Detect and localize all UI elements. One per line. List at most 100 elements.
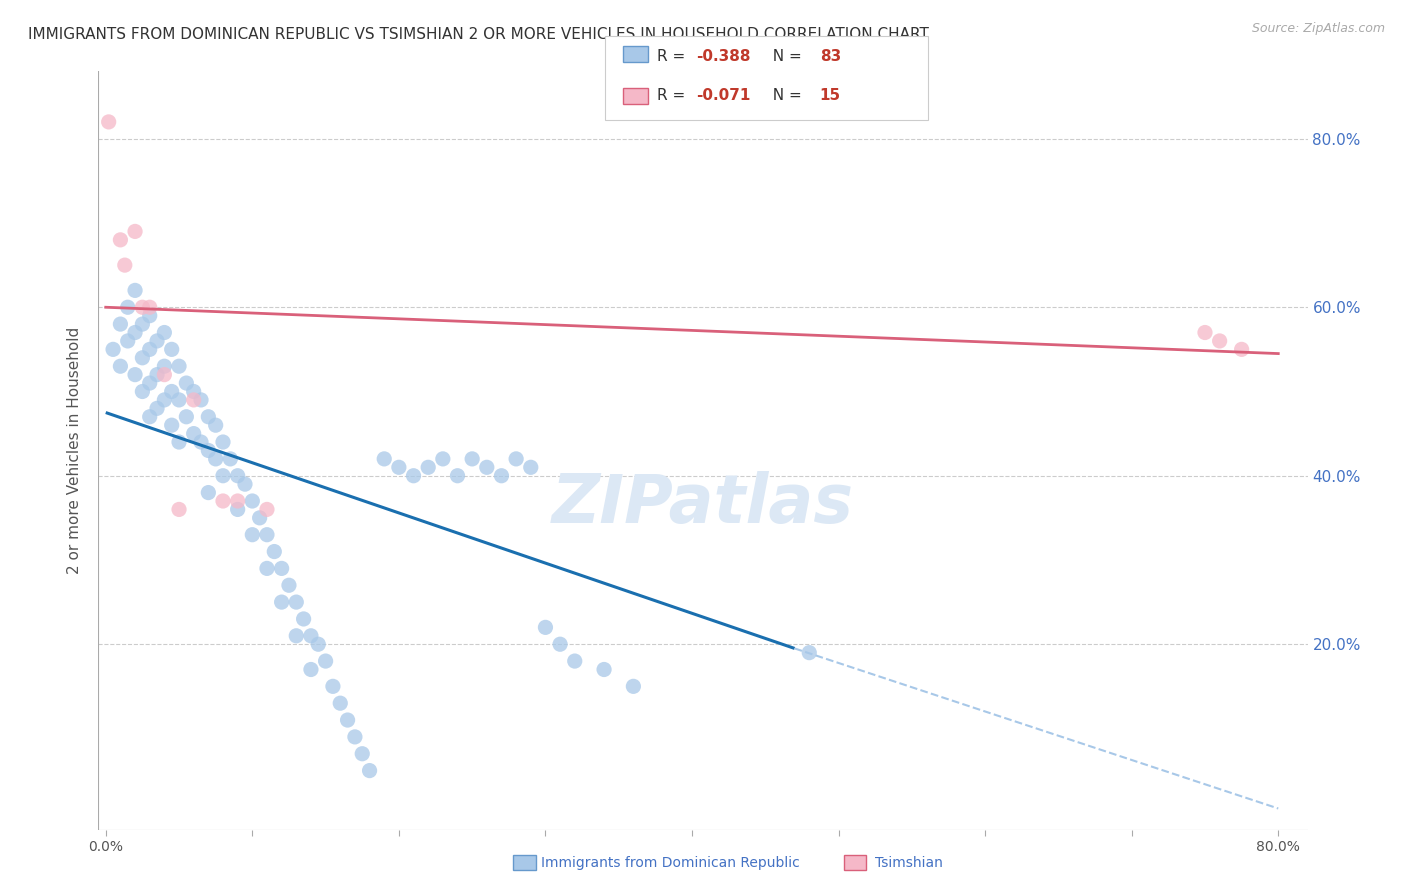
Point (131, 317, 153, 331)
Point (124, 368, 146, 382)
Point (131, 300, 153, 314)
Point (101, 343, 124, 357)
Point (197, 485, 219, 500)
Point (475, 460, 498, 475)
Text: N =: N = (763, 88, 807, 103)
Point (124, 326, 146, 340)
Point (299, 663, 322, 677)
Point (146, 401, 169, 416)
Point (114, 258, 136, 272)
Point (138, 376, 160, 390)
Point (491, 468, 513, 483)
Point (270, 561, 292, 575)
Y-axis label: 2 or more Vehicles in Household: 2 or more Vehicles in Household (67, 326, 83, 574)
Point (256, 502, 278, 516)
Point (124, 284, 146, 298)
Point (446, 468, 468, 483)
Point (593, 663, 616, 677)
Text: Immigrants from Dominican Republic: Immigrants from Dominican Republic (541, 855, 800, 870)
Point (402, 468, 425, 483)
Point (418, 460, 440, 475)
Point (138, 343, 160, 357)
Point (322, 679, 344, 693)
Point (278, 578, 301, 592)
Point (146, 334, 169, 348)
Point (167, 359, 190, 374)
Point (204, 451, 226, 466)
Point (212, 468, 235, 483)
Point (97, 115, 120, 129)
Point (183, 426, 205, 441)
Text: -0.388: -0.388 (696, 49, 751, 63)
Point (461, 451, 484, 466)
Point (131, 384, 153, 399)
Point (197, 409, 219, 424)
Text: R =: R = (657, 49, 690, 63)
Point (131, 351, 153, 365)
Point (124, 224, 146, 238)
Point (270, 595, 292, 609)
Point (226, 502, 249, 516)
Point (183, 392, 205, 407)
Point (307, 637, 329, 651)
Point (138, 300, 160, 314)
Point (226, 494, 249, 508)
Point (167, 435, 190, 450)
Point (388, 460, 411, 475)
Point (219, 451, 242, 466)
Point (249, 511, 271, 525)
Point (226, 468, 249, 483)
Point (1208, 334, 1230, 348)
Point (197, 443, 219, 458)
Point (240, 527, 263, 541)
Point (183, 384, 205, 399)
Point (110, 359, 132, 374)
Point (117, 334, 139, 348)
Text: 83: 83 (820, 49, 841, 63)
Text: -0.071: -0.071 (696, 88, 751, 103)
Point (204, 418, 226, 433)
Point (190, 392, 212, 407)
Point (329, 696, 352, 710)
Point (153, 326, 176, 340)
Point (548, 637, 571, 651)
Point (336, 713, 359, 727)
Point (117, 300, 139, 314)
Text: N =: N = (763, 49, 807, 63)
Point (315, 654, 337, 668)
Point (359, 764, 381, 778)
Text: 15: 15 (820, 88, 841, 103)
Point (190, 435, 212, 450)
Point (799, 646, 821, 660)
Point (153, 392, 176, 407)
Point (240, 494, 263, 508)
Point (1230, 343, 1253, 357)
Point (138, 409, 160, 424)
Point (534, 620, 557, 634)
Point (256, 561, 278, 575)
Text: IMMIGRANTS FROM DOMINICAN REPUBLIC VS TSIMSHIAN 2 OR MORE VEHICLES IN HOUSEHOLD : IMMIGRANTS FROM DOMINICAN REPUBLIC VS TS… (28, 27, 929, 42)
Point (256, 527, 278, 541)
Point (285, 595, 308, 609)
Text: R =: R = (657, 88, 690, 103)
Point (432, 451, 454, 466)
Point (176, 376, 198, 390)
Point (110, 233, 132, 247)
Point (160, 343, 183, 357)
Point (233, 477, 256, 491)
Point (212, 494, 235, 508)
Point (520, 460, 543, 475)
Point (352, 747, 374, 761)
Text: ZIPatlas: ZIPatlas (553, 471, 853, 536)
Point (505, 451, 527, 466)
Point (146, 368, 169, 382)
Point (138, 309, 160, 323)
Text: Source: ZipAtlas.com: Source: ZipAtlas.com (1251, 22, 1385, 36)
Point (263, 544, 285, 558)
Point (564, 654, 586, 668)
Point (373, 451, 395, 466)
Point (285, 629, 308, 643)
Point (1194, 326, 1216, 340)
Point (160, 418, 183, 433)
Point (167, 502, 190, 516)
